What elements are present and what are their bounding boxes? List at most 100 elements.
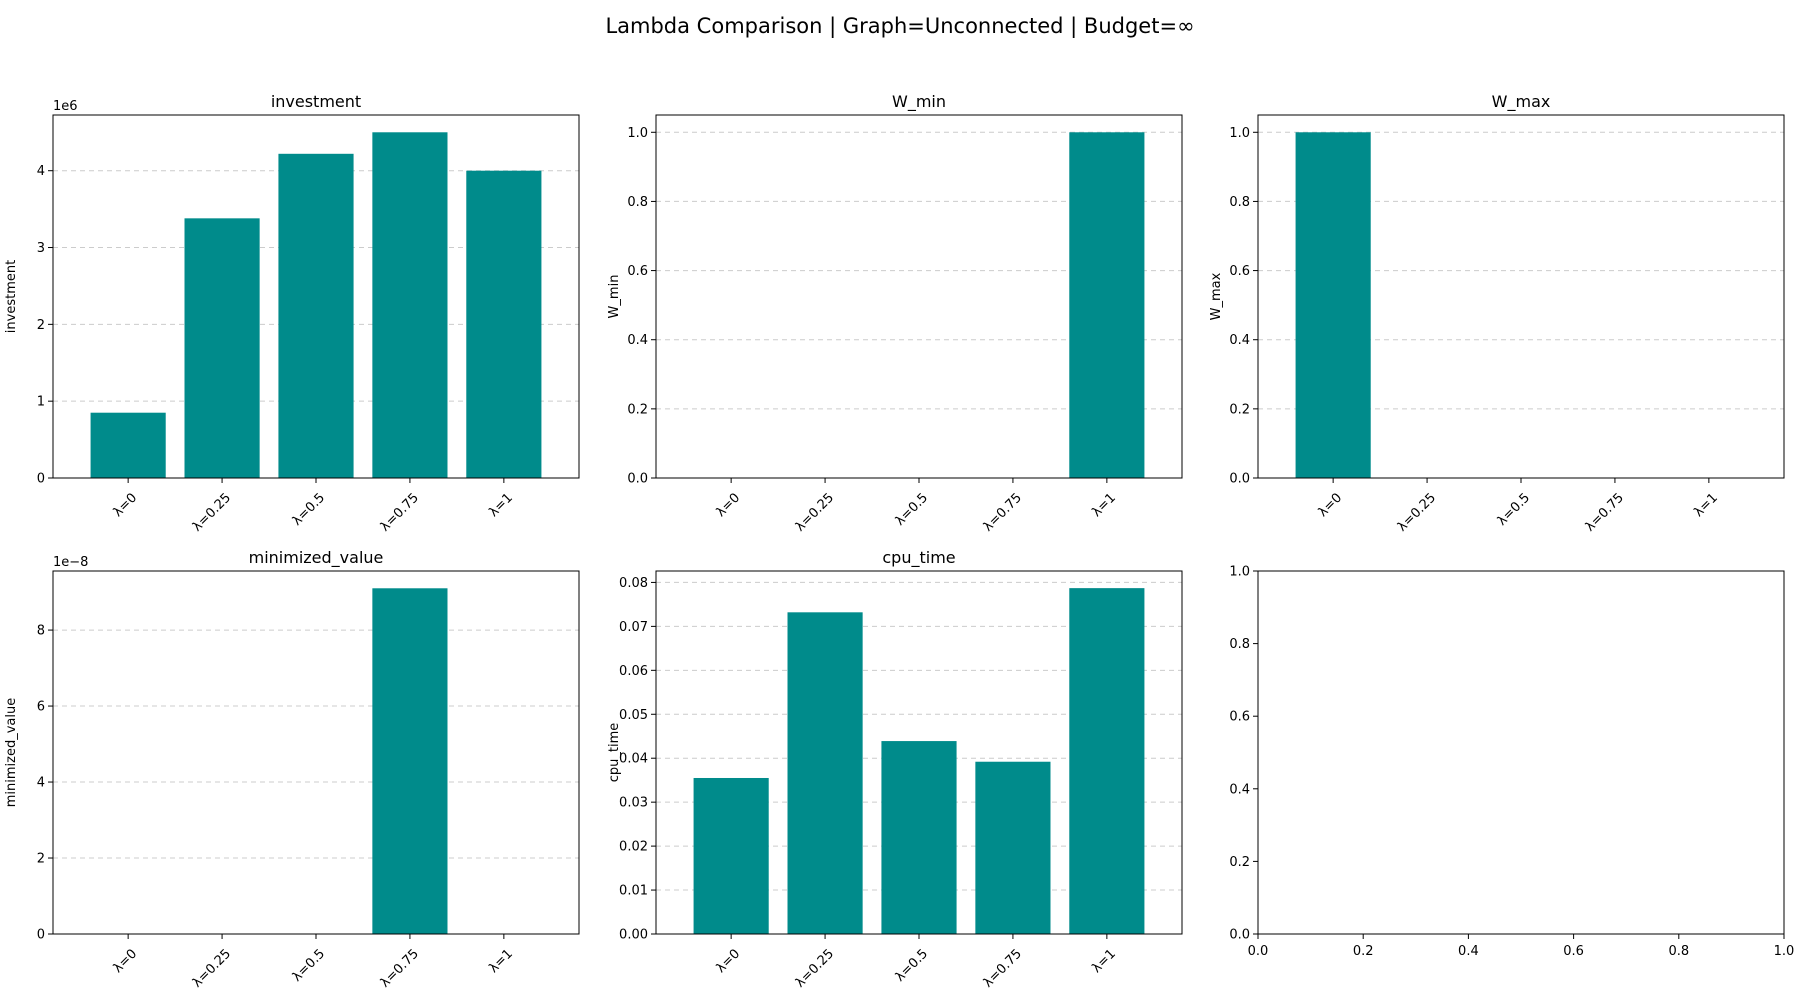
x-tick-label: λ=0.5 [290,490,328,528]
y-tick-label: 0.02 [619,840,648,855]
bar-3 [881,741,957,934]
axes-frame [52,570,580,935]
subplot-1: investment investment 1e6 0 1 2 3 4 λ=0 λ=0.25 λ=0… [4,92,580,535]
y-tick-label: 0.06 [619,664,648,679]
y-tick-label: 0.4 [1229,333,1250,348]
y-tick-label: 4 [37,776,45,791]
x-tick-label: λ=0.5 [893,946,931,984]
x-tick-label: λ=0 [714,490,744,520]
x-tick-label: λ=0 [1316,490,1346,520]
subplot-6: 0.0 0.2 0.4 0.6 0.8 1.0 0.0 0.2 0.4 0.6 0.8 1.0 [1229,565,1794,960]
y-tick-label: 0.04 [619,752,648,767]
bar-2 [184,218,260,479]
axes-frame [52,114,580,479]
y-axis-label: W_min [607,275,622,319]
x-tick-label: λ=1 [1089,490,1119,520]
y-tick-label: 0.8 [1229,637,1250,652]
bar-1 [90,412,166,478]
y-tick-label: 0.07 [619,620,648,635]
y-tick-label: 1.0 [1229,126,1250,141]
bar-5 [466,170,542,478]
x-tick-label: 0.4 [1458,944,1479,959]
y-tick-label: 0.4 [627,333,648,348]
x-tick-label: λ=0.75 [981,490,1025,534]
subplot-4: minimized_value minimized_value 1e−8 0 2 4 6 8 λ… [4,548,580,991]
x-tick-label: λ=0.75 [1583,490,1627,534]
y-offset-label: 1e6 [53,99,78,114]
y-tick-label: 0.6 [1229,264,1250,279]
y-tick-label: 0.03 [619,796,648,811]
x-tick-label: 0.2 [1353,944,1374,959]
y-axis-label: W_max [1209,272,1224,320]
y-tick-label: 2 [37,852,45,867]
x-tick-label: λ=0.5 [290,946,328,984]
y-tick-label: 0.8 [1229,195,1250,210]
subplot-title: W_max [1492,92,1551,112]
subplot-title: cpu_time [882,548,955,568]
x-tick-label: λ=0.75 [378,946,422,990]
y-tick-label: 1.0 [627,126,648,141]
x-tick-label: λ=0.75 [378,490,422,534]
x-tick-label: λ=0.25 [190,490,234,534]
x-tick-label: λ=1 [1089,946,1119,976]
y-tick-label: 0.2 [1229,402,1250,417]
axes-frame [1257,114,1785,479]
y-tick-label: 3 [37,241,45,256]
y-axis-label: cpu_time [607,723,622,783]
y-tick-label: 0 [37,928,45,943]
bar-4 [372,588,448,934]
y-tick-label: 2 [37,318,45,333]
y-axis-label: investment [4,260,19,333]
x-tick-label: λ=0.5 [1495,490,1533,528]
y-tick-label: 0.00 [619,928,648,943]
y-tick-label: 1.0 [1229,565,1250,580]
bar-5 [1069,588,1145,934]
x-tick-label: λ=0.5 [893,490,931,528]
figure-title: Lambda Comparison | Graph=Unconnected | … [605,14,1195,38]
y-tick-label: 0.6 [1229,710,1250,725]
subplot-title: W_min [892,92,946,112]
x-tick-label: 0.8 [1668,944,1689,959]
bar-3 [278,153,354,479]
y-tick-label: 0.05 [619,708,648,723]
y-tick-label: 0.01 [619,884,648,899]
x-tick-label: λ=0 [714,946,744,976]
axes-frame [1257,570,1785,935]
y-tick-label: 0.08 [619,576,648,591]
subplot-title: minimized_value [249,548,384,568]
x-tick-label: 0.6 [1563,944,1584,959]
y-tick-label: 0 [37,472,45,487]
axes-frame [655,114,1183,479]
x-tick-label: λ=0.25 [190,946,234,990]
bar-1 [1295,132,1371,479]
y-tick-label: 0.0 [627,472,648,487]
bar-4 [975,761,1051,934]
x-tick-label: λ=1 [486,490,516,520]
y-tick-label: 0.2 [627,402,648,417]
y-tick-label: 0.4 [1229,782,1250,797]
y-tick-label: 4 [37,164,45,179]
x-tick-label: λ=1 [1691,490,1721,520]
bar-4 [372,132,448,479]
subplot-3: W_max W_max 0.0 0.2 0.4 0.6 0.8 1.0 λ=0 λ=0.25 λ=0… [1209,92,1785,535]
x-tick-label: λ=0.25 [793,490,837,534]
x-tick-label: λ=0 [111,946,141,976]
x-tick-label: λ=0.25 [793,946,837,990]
y-tick-label: 1 [37,395,45,410]
axes-frame [655,570,1183,935]
x-tick-label: λ=1 [486,946,516,976]
x-tick-label: 1.0 [1774,944,1795,959]
x-tick-label: 0.0 [1248,944,1269,959]
y-tick-label: 0.2 [1229,855,1250,870]
subplot-5: cpu_time cpu_time 0.00 0.01 0.02 0.03 0.04 0.05… [607,548,1183,991]
x-tick-label: λ=0.75 [981,946,1025,990]
y-tick-label: 8 [37,624,45,639]
bar-5 [1069,132,1145,479]
y-axis-label: minimized_value [4,698,19,807]
y-tick-label: 0.0 [1229,472,1250,487]
bar-2 [787,612,863,934]
x-tick-label: λ=0.25 [1395,490,1439,534]
y-offset-label: 1e−8 [53,555,88,570]
y-tick-label: 0.0 [1229,928,1250,943]
